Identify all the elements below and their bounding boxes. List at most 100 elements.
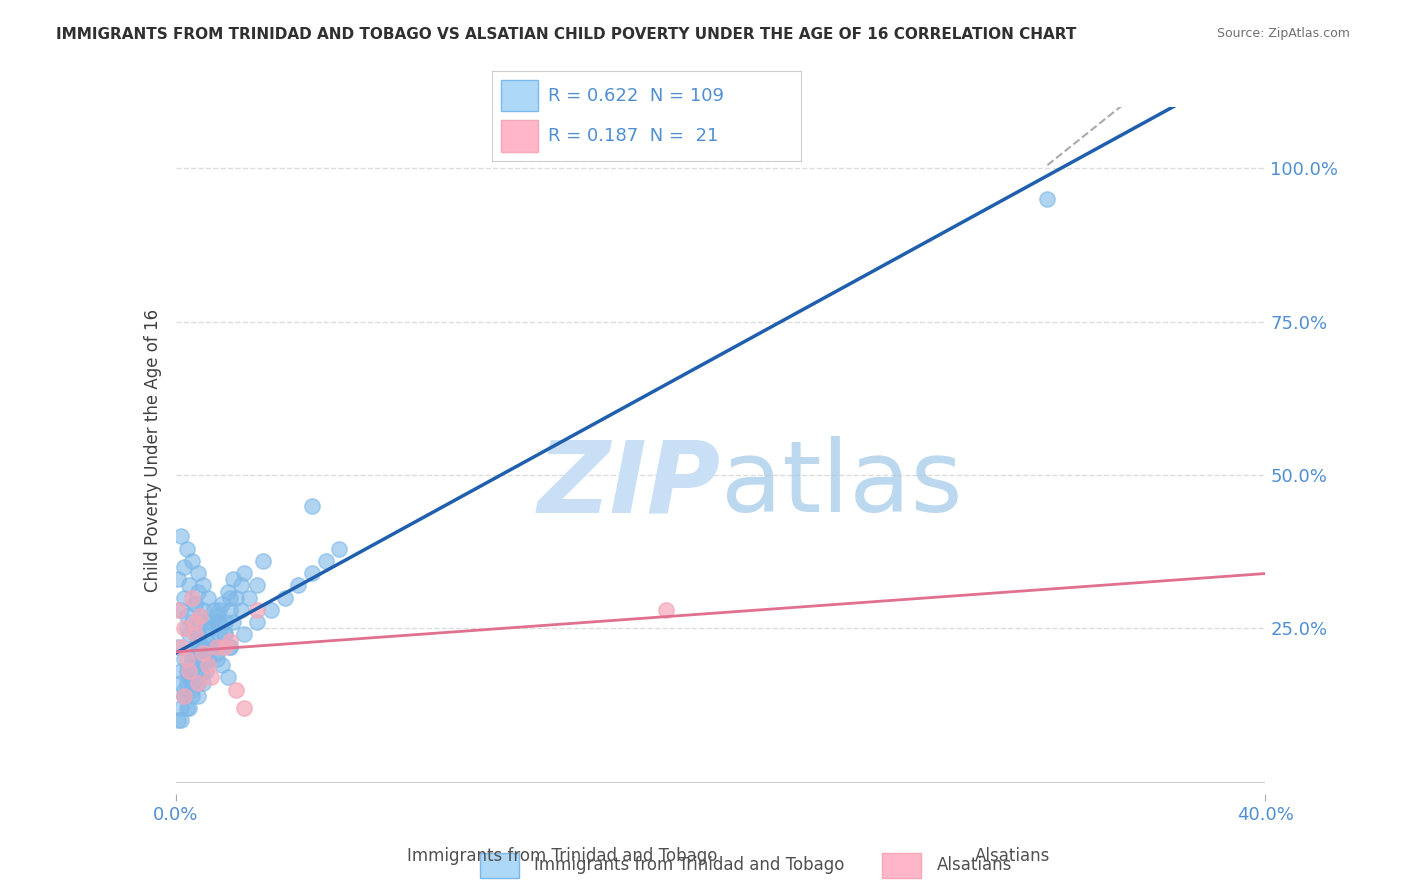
Point <box>179 627 201 641</box>
Point <box>188 640 211 654</box>
Point <box>219 603 242 617</box>
Bar <box>883 853 921 878</box>
Point <box>202 603 225 617</box>
Point <box>188 664 211 679</box>
Point <box>194 621 217 635</box>
Text: Immigrants from Trinidad and Tobago: Immigrants from Trinidad and Tobago <box>534 856 845 874</box>
Point <box>208 603 231 617</box>
Point <box>197 652 219 666</box>
Point <box>225 591 247 605</box>
Point <box>170 664 193 679</box>
Point <box>181 652 204 666</box>
Point <box>184 640 207 654</box>
Point <box>184 658 207 673</box>
Point <box>274 591 297 605</box>
Point <box>170 701 193 715</box>
Point <box>186 640 209 654</box>
Point <box>205 615 228 630</box>
Point <box>181 676 204 690</box>
Point <box>188 609 211 624</box>
Point <box>191 578 214 592</box>
Point <box>231 578 253 592</box>
Point <box>186 627 209 641</box>
Point <box>211 658 233 673</box>
Point <box>170 676 193 690</box>
Point <box>181 689 204 703</box>
Point <box>179 664 201 679</box>
Point <box>200 633 222 648</box>
Point <box>170 640 193 654</box>
Point <box>176 664 198 679</box>
Point <box>205 609 228 624</box>
Point <box>186 566 209 581</box>
Point <box>191 640 214 654</box>
Point <box>217 584 239 599</box>
Point <box>173 689 195 703</box>
Point <box>181 591 204 605</box>
Text: Alsatians: Alsatians <box>936 856 1012 874</box>
Point <box>287 578 309 592</box>
Point <box>179 664 201 679</box>
Point <box>191 676 214 690</box>
Point <box>191 603 214 617</box>
Point <box>176 621 198 635</box>
Point <box>176 676 198 690</box>
Point <box>176 541 198 556</box>
Point <box>186 584 209 599</box>
Point <box>186 627 209 641</box>
Point <box>184 658 207 673</box>
Point <box>184 597 207 611</box>
Point <box>214 640 236 654</box>
Point <box>315 554 337 568</box>
Point <box>225 682 247 697</box>
Point <box>173 560 195 574</box>
Text: atlas: atlas <box>721 436 962 533</box>
Text: R = 0.187  N =  21: R = 0.187 N = 21 <box>548 128 718 145</box>
Point <box>188 609 211 624</box>
Bar <box>481 853 519 878</box>
Point <box>176 609 198 624</box>
Point <box>191 664 214 679</box>
FancyBboxPatch shape <box>502 120 538 152</box>
Point <box>170 603 193 617</box>
Point <box>211 597 233 611</box>
Point <box>231 603 253 617</box>
Text: IMMIGRANTS FROM TRINIDAD AND TOBAGO VS ALSATIAN CHILD POVERTY UNDER THE AGE OF 1: IMMIGRANTS FROM TRINIDAD AND TOBAGO VS A… <box>56 27 1077 42</box>
Point <box>219 633 242 648</box>
Point <box>181 554 204 568</box>
Point <box>173 621 195 635</box>
Point <box>184 615 207 630</box>
Point <box>167 714 190 728</box>
Text: R = 0.622  N = 109: R = 0.622 N = 109 <box>548 87 724 105</box>
Point <box>222 572 245 586</box>
Point <box>173 689 195 703</box>
Y-axis label: Child Poverty Under the Age of 16: Child Poverty Under the Age of 16 <box>143 309 162 592</box>
Point <box>188 646 211 660</box>
Point <box>260 603 283 617</box>
Point <box>176 652 198 666</box>
Point <box>219 591 242 605</box>
Point <box>222 615 245 630</box>
Point <box>238 591 260 605</box>
Point <box>170 529 193 543</box>
Point <box>173 591 195 605</box>
Point <box>170 714 193 728</box>
Point <box>246 578 269 592</box>
Point <box>252 554 274 568</box>
Point <box>205 646 228 660</box>
Point <box>167 572 190 586</box>
Point <box>246 603 269 617</box>
Point <box>186 676 209 690</box>
Point <box>184 627 207 641</box>
Point <box>181 682 204 697</box>
Point <box>655 603 678 617</box>
Point <box>200 670 222 684</box>
Point <box>186 676 209 690</box>
Point <box>205 652 228 666</box>
Text: Source: ZipAtlas.com: Source: ZipAtlas.com <box>1216 27 1350 40</box>
Point <box>200 621 222 635</box>
Point <box>202 640 225 654</box>
Point <box>1036 192 1059 206</box>
Point <box>186 689 209 703</box>
Point <box>179 664 201 679</box>
